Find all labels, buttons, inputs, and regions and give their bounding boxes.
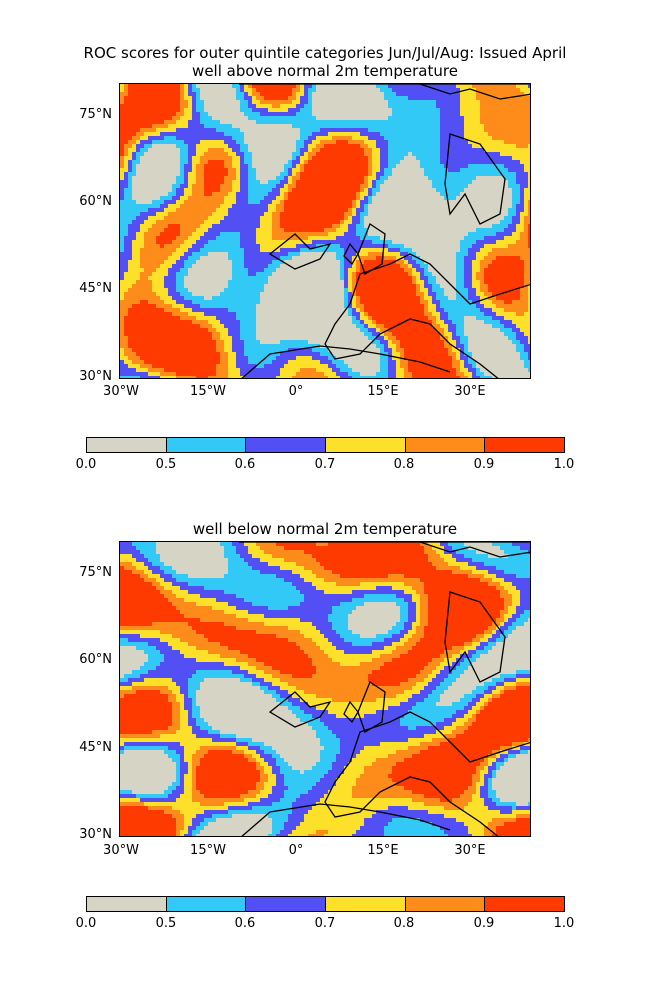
colorbar-tick-label: 0.8: [393, 916, 415, 931]
colorbar-tick-label: 1.0: [553, 916, 575, 931]
colorbar-tick-label: 0.0: [75, 916, 97, 931]
lat-tick-label: 30°N: [79, 369, 112, 384]
coastline-outline: [357, 223, 386, 275]
colorbar-tick-label: 0.7: [314, 916, 336, 931]
map-panel-above-normal: [119, 83, 531, 379]
colorbar-tick-label: 0.5: [155, 457, 177, 472]
roc-score-field: [120, 84, 530, 378]
coastline-outline: [268, 233, 332, 270]
lat-tick-label: 60°N: [79, 194, 112, 209]
colorbar-tick-label: 0.8: [393, 457, 415, 472]
lon-tick-label: 30°W: [103, 384, 139, 399]
lon-tick-label: 15°W: [190, 843, 226, 858]
lon-tick-label: 30°E: [454, 843, 486, 858]
lon-tick-label: 15°W: [190, 384, 226, 399]
colorbar-segment: [485, 438, 565, 452]
lon-tick-label: 30°E: [454, 384, 486, 399]
colorbar-segment: [246, 897, 327, 911]
colorbar-segment: [166, 438, 247, 452]
lon-tick-label: 30°W: [103, 843, 139, 858]
colorbar-segment: [246, 438, 327, 452]
coastline-outline: [357, 681, 386, 733]
coastline-outline: [241, 803, 451, 836]
colorbar-tick-label: 0.6: [234, 916, 256, 931]
colorbar-tick-label: 0.9: [473, 457, 495, 472]
panel-1-subtitle: well above normal 2m temperature: [192, 62, 458, 80]
colorbar-segment: [87, 897, 167, 911]
lon-tick-label: 0°: [288, 843, 304, 858]
colorbar-segment: [166, 897, 247, 911]
coastline-outline: [343, 242, 359, 266]
colorbar-segment: [326, 897, 406, 911]
coastline-outline: [444, 591, 506, 683]
colorbar-tick-label: 0.7: [314, 457, 336, 472]
colorbar-segment: [87, 438, 167, 452]
colorbar-segment: [405, 438, 486, 452]
lat-tick-label: 75°N: [79, 107, 112, 122]
roc-score-field: [120, 542, 530, 836]
figure-title: ROC scores for outer quintile categories…: [83, 44, 567, 62]
lon-tick-label: 0°: [288, 384, 304, 399]
coastline-outline: [268, 691, 332, 728]
lat-tick-label: 60°N: [79, 652, 112, 667]
coastline-outline: [324, 542, 530, 836]
panel-2-subtitle: well below normal 2m temperature: [192, 520, 458, 538]
colorbar-segment: [405, 897, 486, 911]
colorbar-tick-label: 0.5: [155, 916, 177, 931]
colorbar-segment: [485, 897, 565, 911]
lat-tick-label: 30°N: [79, 827, 112, 842]
colorbar-2: [86, 896, 565, 912]
colorbar-tick-label: 0.6: [234, 457, 256, 472]
colorbar-tick-label: 1.0: [553, 457, 575, 472]
coastline-outline: [343, 700, 359, 724]
lat-tick-label: 45°N: [79, 740, 112, 755]
colorbar-segment: [326, 438, 406, 452]
lon-tick-label: 15°E: [367, 843, 399, 858]
coastline-outline: [444, 133, 506, 225]
colorbar-tick-label: 0.9: [473, 916, 495, 931]
map-panel-below-normal: [119, 541, 531, 837]
coastline-outline: [324, 84, 530, 378]
colorbar-tick-label: 0.0: [75, 457, 97, 472]
coastline-outline: [241, 345, 451, 378]
lat-tick-label: 75°N: [79, 565, 112, 580]
lon-tick-label: 15°E: [367, 384, 399, 399]
lat-tick-label: 45°N: [79, 281, 112, 296]
colorbar-1: [86, 437, 565, 453]
